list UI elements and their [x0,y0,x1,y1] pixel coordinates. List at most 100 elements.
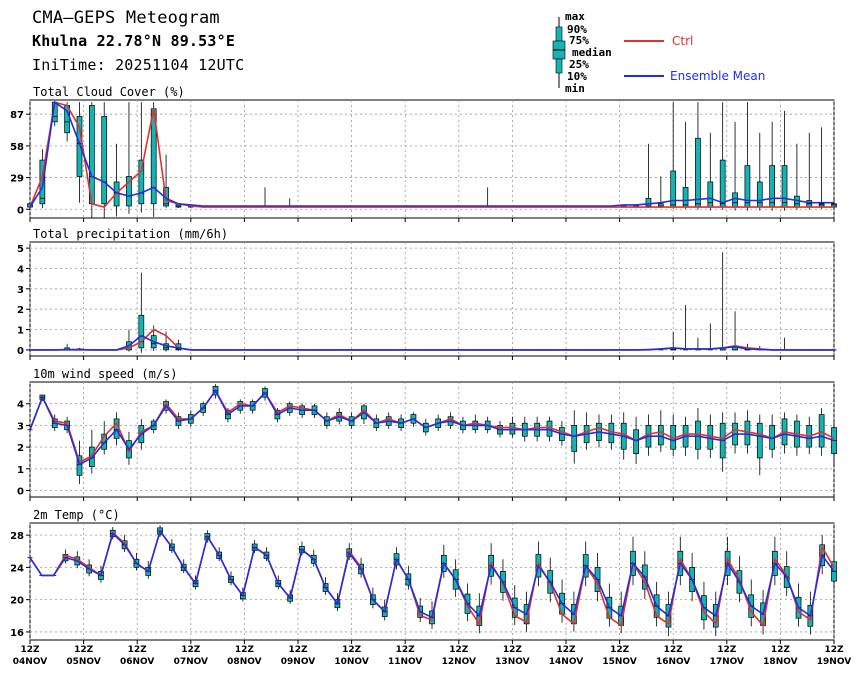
box-iqr [76,455,83,476]
legend-box-outer [555,26,563,42]
panel-frame [29,241,835,357]
panel-frame [29,99,835,219]
x-tick-label-date: 12NOV [442,657,476,667]
x-tick-label-hour: 12Z [181,645,201,655]
x-tick-label-hour: 12Z [396,645,416,655]
box-iqr [657,425,664,446]
x-tick-label-hour: 12Z [556,645,576,655]
y-tick-label: 3 [17,421,24,432]
location-label: Khulna 22.78°N 89.53°E [32,32,236,50]
x-tick-label-date: 09NOV [281,657,315,667]
meteogram-title: CMA—GEPS Meteogram [32,8,220,28]
x-tick-label-date: 06NOV [120,657,154,667]
panel-title: Total precipitation (mm/6h) [33,227,228,241]
box-iqr [126,176,132,207]
y-tick-label: 2 [17,443,24,454]
x-tick-label-date: 10NOV [334,657,368,667]
legend-p90-label: 90% [567,23,587,36]
box-iqr [769,165,776,208]
box-iqr [732,192,738,208]
box-iqr [695,137,701,208]
y-tick-label: 4 [17,400,24,411]
y-tick-label: 0 [17,346,24,357]
x-tick-label-hour: 12Z [717,645,737,655]
x-tick-label-date: 14NOV [549,657,583,667]
x-tick-label-hour: 12Z [771,645,791,655]
x-tick-label-date: 11NOV [388,657,422,667]
x-tick-label-hour: 12Z [74,645,94,655]
y-tick-label: 5 [17,244,24,255]
legend-p25-label: 25% [569,58,589,71]
x-tick-label-date: 15NOV [602,657,636,667]
x-tick-label-hour: 12Z [610,645,630,655]
legend-median-label: median [572,46,612,59]
x-tick-label-hour: 12Z [664,645,684,655]
y-tick-label: 29 [10,174,24,185]
x-tick-label-hour: 12Z [503,645,523,655]
legend: max 90% 75% median 25% 10% min Ctrl Ense… [552,10,765,95]
x-tick-label-hour: 12Z [824,645,844,655]
box-iqr [707,181,714,208]
panel-2: 10m wind speed (m/s) 0 1 2 3 4 [17,367,837,501]
ensemble-mean-line [29,100,834,208]
y-tick-label: 24 [10,563,24,574]
x-tick-label-date: 18NOV [763,657,797,667]
box-iqr [756,181,763,208]
ctrl-line [29,101,834,209]
panel-0: Total Cloud Cover (%) 0 29 58 87 [10,85,837,222]
x-axis: 12Z 04NOV 12Z 05NOV 12Z 06NOV 12Z 07NOV 12Z 08NOV… [13,645,851,667]
y-tick-label: 2 [17,305,24,316]
x-tick-label-hour: 12Z [128,645,148,655]
box-iqr [682,187,689,208]
y-tick-label: 20 [10,596,24,607]
x-tick-label-hour: 12Z [449,645,469,655]
box-iqr [571,425,578,452]
x-tick-label-hour: 12Z [235,645,255,655]
box-iqr [138,159,145,205]
box-iqr [818,414,825,448]
ensemble-mean-line [30,334,834,351]
ensemble-mean-line [29,389,835,466]
y-tick-label: 0 [17,205,24,216]
x-tick-label-date: 04NOV [13,657,47,667]
legend-max-label: max [565,10,585,23]
init-time-label: IniTime: 20251104 12UTC [32,56,245,74]
legend-box-lower [555,58,563,74]
ensemble-mean-line [29,529,835,619]
panel-title: 10m wind speed (m/s) [33,367,178,381]
x-tick-label-date: 13NOV [495,657,529,667]
x-tick-label-hour: 12Z [288,645,308,655]
x-tick-label-date: 05NOV [66,657,100,667]
legend-p10-label: 10% [567,70,587,83]
box-iqr [101,116,108,205]
y-tick-label: 87 [10,110,24,121]
panel-1: Total precipitation (mm/6h) 0 1 2 3 4 5 [17,227,837,360]
panel-3: 2m Temp (°C) 16 20 24 28 [10,508,837,644]
box-iqr [670,170,677,208]
legend-mean-label: Ensemble Mean [670,69,765,83]
legend-ctrl-label: Ctrl [672,34,693,48]
legend-p75-label: 75% [569,34,589,47]
legend-min-label: min [565,82,585,95]
ctrl-line [29,389,835,464]
x-tick-label-hour: 12Z [20,645,40,655]
y-tick-label: 1 [17,465,24,476]
x-tick-label-date: 19NOV [817,657,851,667]
y-tick-label: 3 [17,285,24,296]
x-tick-label-hour: 12Z [342,645,362,655]
y-tick-label: 4 [17,264,24,275]
y-tick-label: 1 [17,326,24,337]
box-iqr [719,159,726,208]
y-tick-label: 28 [10,531,24,542]
y-tick-label: 0 [17,486,24,497]
panel-title: 2m Temp (°C) [33,508,120,522]
box-iqr [633,429,639,454]
panels: Total Cloud Cover (%) 0 29 58 87 Total precip… [10,85,837,644]
box-iqr [781,165,788,208]
box-iqr [756,422,763,459]
x-tick-label-date: 17NOV [710,657,744,667]
y-tick-label: 16 [10,628,24,639]
x-tick-label-date: 08NOV [227,657,261,667]
panel-title: Total Cloud Cover (%) [33,85,185,99]
